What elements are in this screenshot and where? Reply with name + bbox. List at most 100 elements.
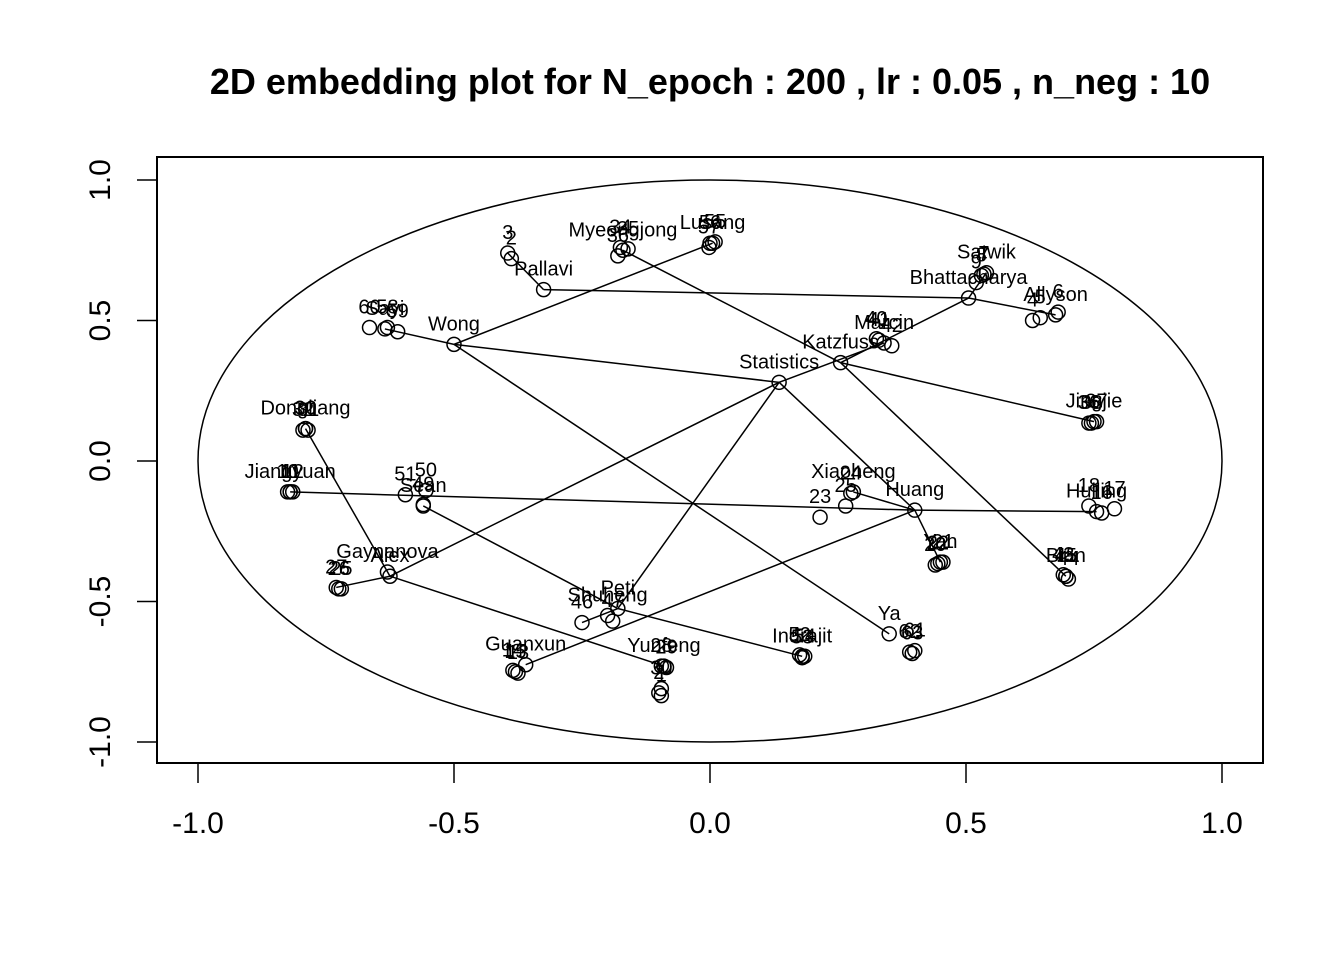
data-point <box>612 239 629 256</box>
point-label: 2 <box>653 662 664 684</box>
x-tick-label: 0.5 <box>945 807 987 840</box>
point-label: Gaynanova <box>336 541 439 563</box>
data-point <box>907 502 923 518</box>
point-label: 42 <box>881 315 903 337</box>
data-point <box>651 685 667 701</box>
data-point <box>510 665 526 681</box>
y-tick-label: 1.0 <box>84 159 117 201</box>
data-point <box>284 484 301 500</box>
point-label: 24 <box>840 462 862 484</box>
data-point <box>930 555 946 572</box>
edge-segment <box>622 249 841 364</box>
point-label: 51 <box>394 464 416 486</box>
data-point <box>812 509 828 525</box>
x-tick-label: -0.5 <box>428 807 480 840</box>
point-label: 60 <box>358 297 380 319</box>
data-point <box>382 568 398 584</box>
point-label: 12 <box>282 461 304 483</box>
point-label: 63 <box>901 622 923 644</box>
point-label: 29 <box>655 637 677 659</box>
data-point <box>295 422 311 438</box>
point-label: 36 <box>1078 392 1100 414</box>
edge-segment <box>290 491 915 511</box>
segments-layer <box>290 242 1097 667</box>
point-label: 37 <box>1085 391 1107 413</box>
data-point <box>907 642 923 659</box>
data-point <box>796 648 813 665</box>
point-label: 2 <box>506 228 517 250</box>
point-label: 30 <box>650 658 672 680</box>
point-label: 61 <box>904 620 926 642</box>
point-label: 62 <box>899 621 921 643</box>
points-layer <box>279 234 1123 704</box>
data-point <box>658 659 675 676</box>
point-label: 59 <box>387 301 409 323</box>
point-label: 49 <box>412 474 434 496</box>
edge-segment <box>914 509 1097 513</box>
data-point <box>379 564 396 580</box>
data-point <box>1055 567 1072 583</box>
data-point <box>574 614 590 631</box>
edge-segment <box>840 361 1095 423</box>
edge-segment <box>389 381 780 577</box>
point-label: 23 <box>809 486 831 508</box>
point-label: Peti <box>601 578 635 600</box>
point-label: 54 <box>794 625 816 647</box>
point-label: Huang <box>885 479 944 501</box>
data-point <box>604 613 621 629</box>
point-label: 45 <box>1055 545 1077 567</box>
point-label: 3 <box>502 222 513 244</box>
data-point <box>653 680 670 697</box>
point-label: 58 <box>376 297 398 319</box>
edge-segment <box>453 343 890 635</box>
y-tick-label: 0.0 <box>84 440 117 482</box>
edge-segment <box>778 381 916 511</box>
point-label: Jiangyuan <box>245 461 336 483</box>
point-label: Yunfeng <box>627 635 700 657</box>
y-tick-label: -1.0 <box>84 716 117 768</box>
point-label: 56 <box>699 212 721 234</box>
point-label: 28 <box>650 635 672 657</box>
edge-segment <box>453 343 780 384</box>
data-point <box>297 420 314 437</box>
point-label: Pallavi <box>514 259 573 281</box>
point-label: 1 <box>656 665 667 687</box>
point-label: Ya <box>878 603 902 625</box>
point-label: 52 <box>788 624 810 646</box>
data-point <box>881 626 897 642</box>
point-label: Sean <box>400 475 447 497</box>
point-label: 4 <box>1027 290 1038 312</box>
data-point <box>1060 571 1077 587</box>
point-label: 17 <box>1103 478 1125 500</box>
edge-segment <box>507 252 545 291</box>
point-label: 53 <box>791 627 813 649</box>
data-point <box>1032 309 1048 326</box>
point-label: 44 <box>1057 548 1079 570</box>
point-label: Jingjie <box>1066 391 1123 413</box>
point-label: 8 <box>976 245 987 267</box>
data-point <box>507 664 524 680</box>
point-label: 5 <box>1035 287 1046 309</box>
point-label: 14 <box>502 639 524 661</box>
data-point <box>968 274 984 291</box>
edge-segment <box>914 509 942 563</box>
data-point <box>904 645 920 662</box>
point-label: Lusang <box>680 212 746 234</box>
point-label: Indrajit <box>772 625 832 647</box>
data-point <box>960 290 977 306</box>
point-label: 11 <box>280 461 301 483</box>
data-point <box>1081 498 1097 514</box>
point-label: Shuheng <box>568 585 648 607</box>
unit-circle-layer <box>197 179 1223 743</box>
x-tick-label: 0.0 <box>689 807 731 840</box>
edge-segment <box>617 607 803 658</box>
point-label: 7 <box>978 243 989 265</box>
point-label: 55 <box>704 211 726 233</box>
data-point <box>871 332 887 348</box>
y-tick-label: -0.5 <box>84 576 117 628</box>
point-label: 43 <box>1052 544 1074 566</box>
point-label: 50 <box>415 460 437 482</box>
point-label: Bian <box>1046 545 1086 567</box>
point-label: 9 <box>971 252 982 274</box>
